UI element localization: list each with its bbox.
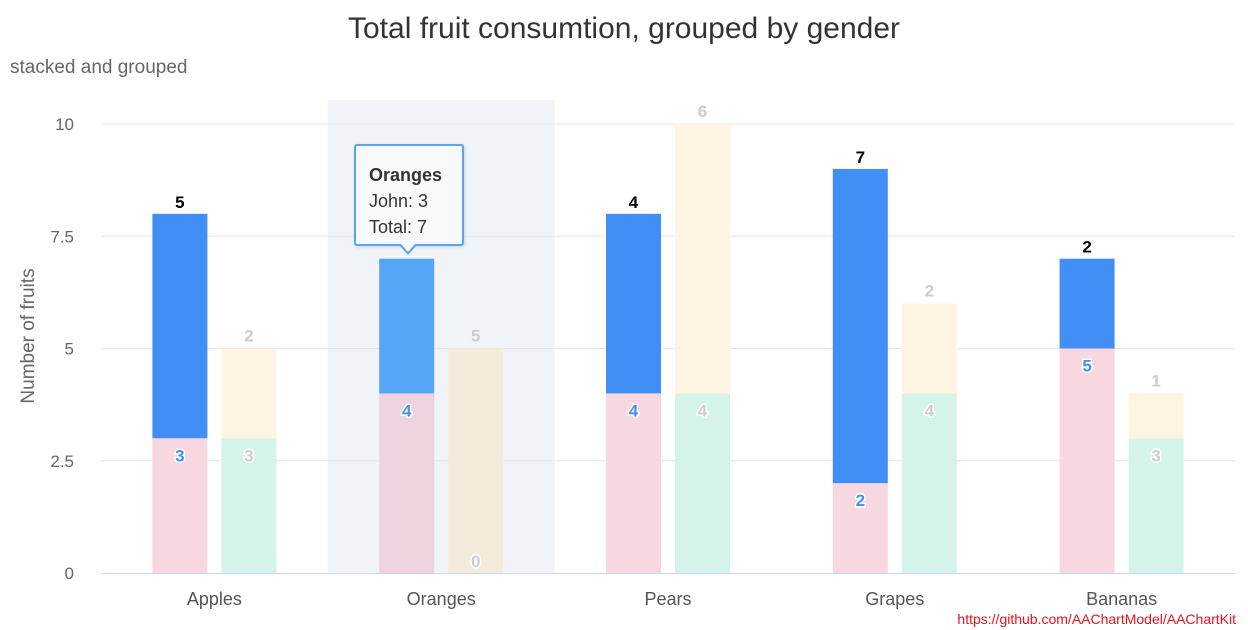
tooltip-title: Oranges bbox=[369, 165, 443, 185]
y-tick-label: 0 bbox=[65, 564, 74, 583]
y-axis-title: Number of fruits bbox=[18, 268, 39, 403]
bars-layer bbox=[152, 124, 1184, 573]
grid-layer bbox=[101, 123, 1235, 574]
bar-john bbox=[832, 168, 888, 484]
tooltip-line-total: Total: 7 bbox=[369, 217, 428, 237]
bar-janet bbox=[901, 393, 957, 573]
bar-john bbox=[152, 213, 208, 439]
y-tick-label: 10 bbox=[55, 115, 74, 134]
x-tick-label: Apples bbox=[187, 589, 242, 609]
data-label: 5 bbox=[471, 327, 480, 346]
bar-john bbox=[606, 213, 661, 394]
data-label: 5 bbox=[1082, 357, 1091, 376]
bar-janet bbox=[221, 438, 277, 573]
bar-jane bbox=[1128, 393, 1184, 439]
bar-joe bbox=[832, 483, 888, 573]
y-tick-label: 7.5 bbox=[50, 227, 74, 246]
data-labels-layer: 35324305444627425231 bbox=[174, 102, 1163, 573]
chart-title: Total fruit consumtion, grouped by gende… bbox=[348, 12, 900, 45]
data-label: 7 bbox=[856, 148, 865, 167]
bar-jane bbox=[675, 124, 730, 394]
bar-jane bbox=[448, 348, 504, 573]
bar-jane bbox=[901, 303, 957, 394]
data-label: 6 bbox=[698, 102, 707, 121]
bar-joe bbox=[606, 393, 661, 573]
data-label: 2 bbox=[1082, 238, 1091, 257]
tooltip: Oranges John: 3 Total: 7 bbox=[354, 144, 464, 246]
y-tick-label: 2.5 bbox=[50, 452, 74, 471]
x-tick-label: Bananas bbox=[1086, 589, 1157, 609]
bar-janet bbox=[1128, 438, 1184, 573]
bar-janet bbox=[675, 393, 730, 573]
y-tick-label: 5 bbox=[65, 340, 74, 359]
bar-joe bbox=[1059, 348, 1115, 573]
data-label: 2 bbox=[244, 327, 253, 346]
data-label: 3 bbox=[1151, 446, 1160, 465]
data-label: 4 bbox=[629, 193, 639, 212]
credits-link[interactable]: https://github.com/AAChartModel/AAChartK… bbox=[957, 611, 1236, 627]
bar-john bbox=[379, 258, 435, 394]
x-axis-labels: Apples Oranges Pears Grapes Bananas bbox=[187, 589, 1157, 609]
data-label: 5 bbox=[175, 193, 184, 212]
data-label: 0 bbox=[471, 552, 480, 571]
data-label: 2 bbox=[856, 491, 865, 510]
x-tick-label: Grapes bbox=[865, 589, 924, 609]
data-label: 4 bbox=[925, 401, 935, 420]
data-label: 4 bbox=[698, 401, 708, 420]
bar-joe bbox=[379, 393, 435, 573]
x-tick-label: Oranges bbox=[407, 589, 476, 609]
bar-joe bbox=[152, 438, 208, 573]
data-label: 3 bbox=[244, 446, 253, 465]
tooltip-pointer-inner bbox=[401, 244, 415, 252]
data-label: 4 bbox=[629, 401, 639, 420]
x-tick-label: Pears bbox=[644, 589, 691, 609]
chart-subtitle: stacked and grouped bbox=[10, 57, 188, 78]
data-label: 2 bbox=[925, 282, 934, 301]
tooltip-line-series: John: 3 bbox=[369, 191, 429, 211]
bar-jane bbox=[221, 348, 277, 439]
data-label: 1 bbox=[1151, 371, 1160, 390]
bar-john bbox=[1059, 258, 1115, 349]
data-label: 4 bbox=[402, 401, 412, 420]
y-axis-labels: 0 2.5 5 7.5 10 bbox=[50, 115, 74, 583]
data-label: 3 bbox=[175, 446, 184, 465]
